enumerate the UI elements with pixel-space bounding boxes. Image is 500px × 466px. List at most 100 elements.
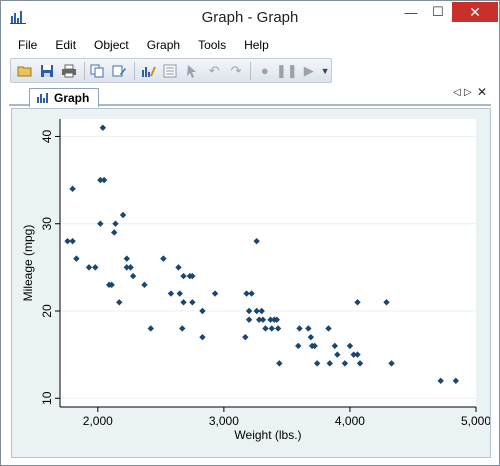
close-button[interactable]: ✕ [452,2,498,22]
data-point [97,220,104,227]
data-point [274,325,282,332]
x-axis-ticks: 2,000 3,000 4,000 5,000 [83,407,490,428]
data-point [69,185,76,193]
data-point [326,360,333,367]
menu-bar: File Edit Object Graph Tools Help [9,35,491,55]
redo-button[interactable]: ↷ [226,61,247,81]
tab-graph[interactable]: Graph [29,88,99,107]
data-point [85,264,93,271]
x-axis-title: Weight (lbs.) [234,428,301,442]
graph-tab-icon [37,93,48,103]
data-point [123,264,131,271]
minimize-icon: — [404,4,418,20]
object-browser-button[interactable] [160,61,181,81]
pointer-icon [187,64,197,78]
tab-scroll-right-button[interactable]: ▷ [464,87,472,98]
data-points [64,124,460,385]
data-point [325,325,332,332]
data-point [123,255,131,262]
undo-button[interactable]: ↶ [204,61,225,81]
graph-area: 10 20 30 40 2,000 3,000 4,000 5,000 Mileage (m… [11,108,491,458]
rename-button[interactable] [109,61,130,81]
data-point [100,176,108,184]
data-point [313,360,321,367]
x-tick-label: 5,000 [461,414,490,428]
copy-icon [90,64,104,77]
triangle-right-icon: ▷ [464,87,472,98]
toolbar-overflow-button[interactable]: ▼ [320,61,330,81]
data-point [211,290,219,297]
data-point [97,176,104,184]
tab-scroll-left-button[interactable]: ◁ [453,87,461,98]
data-point [160,255,167,262]
y-tick-label: 20 [40,304,54,318]
play-button[interactable]: ▶ [298,61,319,81]
data-point [175,264,182,271]
tab-close-button[interactable]: ✕ [477,85,487,99]
print-icon [62,64,77,77]
object-browser-icon [163,64,177,77]
stata-graph-app-icon [10,11,26,24]
pause-button[interactable]: ❚❚ [275,61,298,81]
data-point [105,281,113,289]
data-point [199,333,206,341]
data-point [245,316,253,323]
minimize-button[interactable]: — [399,2,423,22]
data-point [452,377,460,385]
toolbar-separator [250,61,252,80]
record-button[interactable]: ● [254,61,275,81]
data-point [147,325,154,332]
menu-tools[interactable]: Tools [198,38,227,52]
data-point [354,351,361,358]
data-point [383,299,390,306]
data-point [273,316,281,323]
y-tick-label: 40 [40,129,54,143]
pause-icon: ❚❚ [275,62,298,78]
open-button[interactable] [15,61,36,81]
print-button[interactable] [59,61,80,81]
x-tick-label: 3,000 [209,414,239,428]
data-point [267,316,274,323]
data-point [259,316,267,323]
toolbar-separator [134,61,136,80]
data-point [356,360,364,367]
pointer-button[interactable] [182,61,203,81]
data-point [334,351,341,358]
menu-object[interactable]: Object [94,38,129,52]
graph-editor-icon [141,66,156,77]
menu-graph[interactable]: Graph [146,38,181,52]
data-point [111,229,118,236]
data-point [262,325,269,332]
data-point [350,351,357,358]
copy-button[interactable] [88,61,109,81]
data-point [255,316,263,323]
play-icon: ▶ [303,62,314,78]
data-point [305,325,312,332]
close-icon: ✕ [477,85,488,99]
menu-edit[interactable]: Edit [55,38,77,52]
toolbar: ↶ ↷ ● ❚❚ ▶ ▼ [10,58,332,83]
data-point [127,264,134,271]
close-icon: ✕ [469,3,481,20]
data-point [64,237,71,245]
data-point [179,325,186,332]
data-point [99,124,107,131]
data-point [141,281,148,289]
data-point [243,290,250,297]
maximize-icon: ☐ [432,4,444,19]
menu-help[interactable]: Help [244,38,269,52]
data-point [112,220,119,227]
data-point [69,237,76,245]
x-tick-label: 4,000 [335,414,365,428]
redo-icon: ↷ [230,62,242,78]
data-point [253,307,260,315]
maximize-button[interactable]: ☐ [426,2,450,22]
save-icon [41,64,54,77]
data-point [199,307,206,315]
title-bar[interactable]: Graph - Graph — ☐ ✕ [1,1,499,33]
graph-editor-button[interactable] [138,61,159,81]
save-button[interactable] [37,61,58,81]
data-point [248,290,255,297]
menu-file[interactable]: File [18,38,38,52]
